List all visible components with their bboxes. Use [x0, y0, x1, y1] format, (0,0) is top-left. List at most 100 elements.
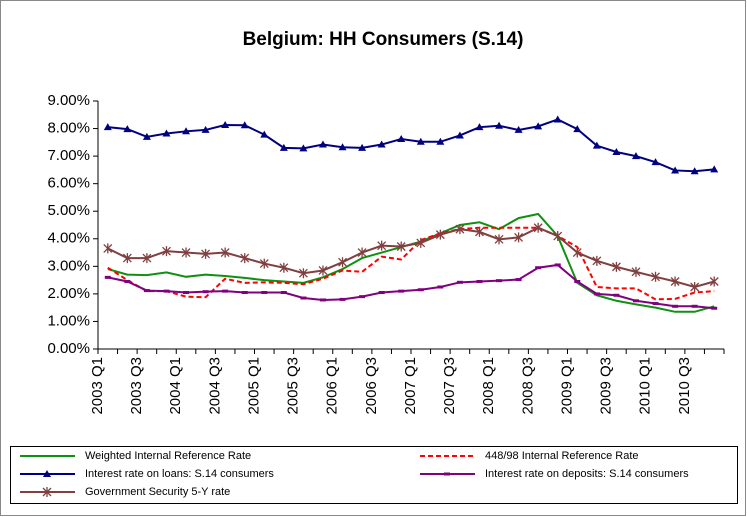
series-marker: [553, 115, 562, 123]
x-tick-label: 2003 Q1: [89, 357, 106, 415]
series-marker: [162, 129, 171, 137]
chart-title: Belgium: HH Consumers (S.14): [243, 29, 524, 50]
series-line: [107, 226, 715, 289]
series-marker: [436, 137, 445, 145]
x-tick-label: 2008 Q3: [519, 357, 536, 415]
series-marker: [201, 248, 211, 259]
y-tick-label: 9.00%: [47, 92, 90, 109]
series-marker: [553, 231, 563, 242]
series-marker: [534, 122, 543, 130]
series-marker: [377, 140, 386, 148]
x-tick-label: 2007 Q1: [402, 357, 419, 415]
series-marker: [318, 140, 327, 148]
x-tick-label: 2007 Q3: [441, 357, 458, 415]
series-marker: [612, 147, 621, 155]
series-marker: [475, 226, 484, 237]
series-marker: [123, 125, 132, 133]
series-line: [107, 226, 715, 301]
y-tick-label: 0.00%: [47, 340, 90, 357]
x-tick-label: 2010 Q1: [637, 357, 654, 415]
series-marker: [221, 120, 230, 128]
series-marker: [279, 143, 288, 151]
series-line: [107, 118, 715, 173]
series-marker: [533, 222, 543, 233]
y-tick-label: 6.00%: [47, 175, 90, 192]
series-marker: [162, 246, 171, 257]
x-tick-label: 2009 Q3: [598, 357, 615, 415]
series-marker: [690, 167, 699, 175]
series-marker: [611, 261, 621, 272]
series-marker: [396, 241, 406, 252]
series-marker: [475, 123, 484, 131]
x-tick-label: 2008 Q1: [480, 357, 497, 415]
series-marker: [122, 253, 132, 264]
y-tick-label: 4.00%: [47, 230, 90, 247]
series-marker: [495, 121, 504, 129]
series-marker: [201, 125, 210, 133]
x-tick-label: 2005 Q1: [245, 357, 262, 415]
series-marker: [260, 130, 269, 138]
legend-label: Government Security 5-Y rate: [85, 486, 230, 498]
series-marker: [142, 253, 152, 264]
series-marker: [103, 243, 113, 254]
legend-label: 448/98 Internal Reference Rate: [485, 450, 639, 462]
series-marker: [670, 276, 680, 287]
series-marker: [435, 229, 445, 240]
series-marker: [220, 247, 230, 258]
x-tick-label: 2004 Q1: [167, 357, 184, 415]
series-marker: [572, 247, 582, 258]
series-marker: [573, 125, 582, 133]
y-tick-label: 2.00%: [47, 285, 90, 302]
series-marker: [690, 282, 700, 292]
series-marker: [279, 262, 289, 273]
legend-label: Interest rate on loans: S.14 consumers: [85, 468, 274, 480]
x-tick-label: 2003 Q3: [128, 357, 145, 415]
series-marker: [631, 266, 641, 277]
series-marker: [651, 158, 660, 166]
series-marker: [240, 121, 249, 129]
series-marker: [651, 271, 660, 282]
series-marker: [592, 141, 601, 149]
series-marker: [103, 123, 112, 131]
series-marker: [455, 224, 465, 235]
series-marker: [358, 143, 367, 151]
x-tick-label: 2006 Q3: [363, 357, 380, 415]
series-marker: [338, 143, 347, 151]
series-marker: [299, 144, 308, 152]
series-marker: [318, 265, 328, 276]
series-marker: [709, 276, 719, 287]
series-marker: [671, 166, 680, 174]
legend-marker: [42, 487, 52, 497]
series-marker: [514, 232, 524, 243]
series-marker: [338, 257, 347, 268]
legend-marker: [43, 470, 51, 477]
series-marker: [240, 253, 250, 264]
series-marker: [357, 247, 367, 258]
series-marker: [416, 237, 426, 248]
y-tick-label: 1.00%: [47, 312, 90, 329]
series-marker: [710, 165, 719, 173]
x-tick-label: 2004 Q3: [206, 357, 223, 415]
y-tick-label: 5.00%: [47, 202, 90, 219]
series-marker: [298, 268, 308, 279]
series-marker: [182, 127, 191, 135]
x-tick-label: 2010 Q3: [676, 357, 693, 415]
legend-label: Interest rate on deposits: S.14 consumer…: [485, 468, 689, 480]
series-marker: [416, 137, 425, 145]
series-marker: [181, 247, 191, 258]
series-marker: [494, 234, 504, 245]
series-marker: [377, 240, 387, 251]
y-tick-label: 7.00%: [47, 147, 90, 164]
y-tick-label: 3.00%: [47, 257, 90, 274]
series-marker: [397, 135, 406, 143]
legend-label: Weighted Internal Reference Rate: [85, 450, 251, 462]
series-marker: [455, 131, 464, 139]
series-marker: [142, 132, 151, 140]
legend-box: [10, 446, 738, 504]
series-line: [107, 263, 715, 310]
series-marker: [514, 125, 523, 133]
x-tick-label: 2005 Q3: [285, 357, 302, 415]
series-marker: [259, 258, 269, 269]
